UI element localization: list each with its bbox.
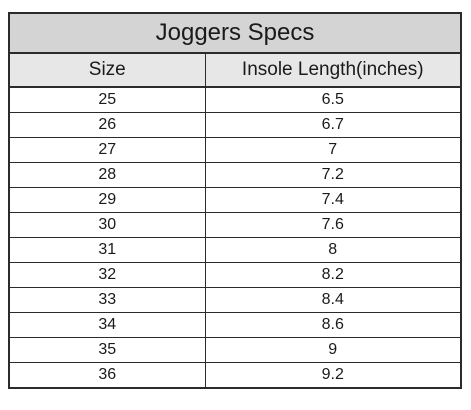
insole-length-cell: 7.6 [204, 212, 462, 238]
table-row: 25 6.5 [8, 86, 462, 113]
table-row: 28 7.2 [8, 162, 462, 188]
insole-length-cell: 8.2 [204, 262, 462, 288]
size-cell: 30 [8, 212, 206, 238]
table-row: 36 9.2 [8, 362, 462, 389]
table-row: 35 9 [8, 337, 462, 363]
insole-length-cell: 8.6 [204, 312, 462, 338]
table-row: 31 8 [8, 237, 462, 263]
table-row: 27 7 [8, 137, 462, 163]
insole-length-cell: 9.2 [204, 362, 462, 389]
table-row: 30 7.6 [8, 212, 462, 238]
size-cell: 27 [8, 137, 206, 163]
size-cell: 31 [8, 237, 206, 263]
header-row: Size Insole Length(inches) [8, 52, 462, 88]
insole-length-cell: 6.7 [204, 112, 462, 138]
size-cell: 26 [8, 112, 206, 138]
table-row: 26 6.7 [8, 112, 462, 138]
column-header-insole-length: Insole Length(inches) [204, 52, 462, 88]
insole-length-cell: 8 [204, 237, 462, 263]
table-row: 29 7.4 [8, 187, 462, 213]
insole-length-cell: 7.2 [204, 162, 462, 188]
insole-length-cell: 7.4 [204, 187, 462, 213]
size-cell: 32 [8, 262, 206, 288]
table-title: Joggers Specs [8, 12, 462, 54]
table-row: 33 8.4 [8, 287, 462, 313]
insole-length-cell: 8.4 [204, 287, 462, 313]
size-cell: 33 [8, 287, 206, 313]
column-header-size: Size [8, 52, 206, 88]
size-cell: 34 [8, 312, 206, 338]
insole-length-cell: 6.5 [204, 86, 462, 113]
table-body: 25 6.5 26 6.7 27 7 28 7.2 29 7.4 30 7.6 31 8 32 8.2 33 8.… [8, 86, 462, 389]
insole-length-cell: 9 [204, 337, 462, 363]
size-cell: 25 [8, 86, 206, 113]
joggers-specs-table: Joggers Specs Size Insole Length(inches)… [8, 12, 463, 389]
size-cell: 29 [8, 187, 206, 213]
table-row: 32 8.2 [8, 262, 462, 288]
size-cell: 36 [8, 362, 206, 389]
title-row: Joggers Specs [8, 12, 462, 54]
insole-length-cell: 7 [204, 137, 462, 163]
size-cell: 35 [8, 337, 206, 363]
table-row: 34 8.6 [8, 312, 462, 338]
size-cell: 28 [8, 162, 206, 188]
